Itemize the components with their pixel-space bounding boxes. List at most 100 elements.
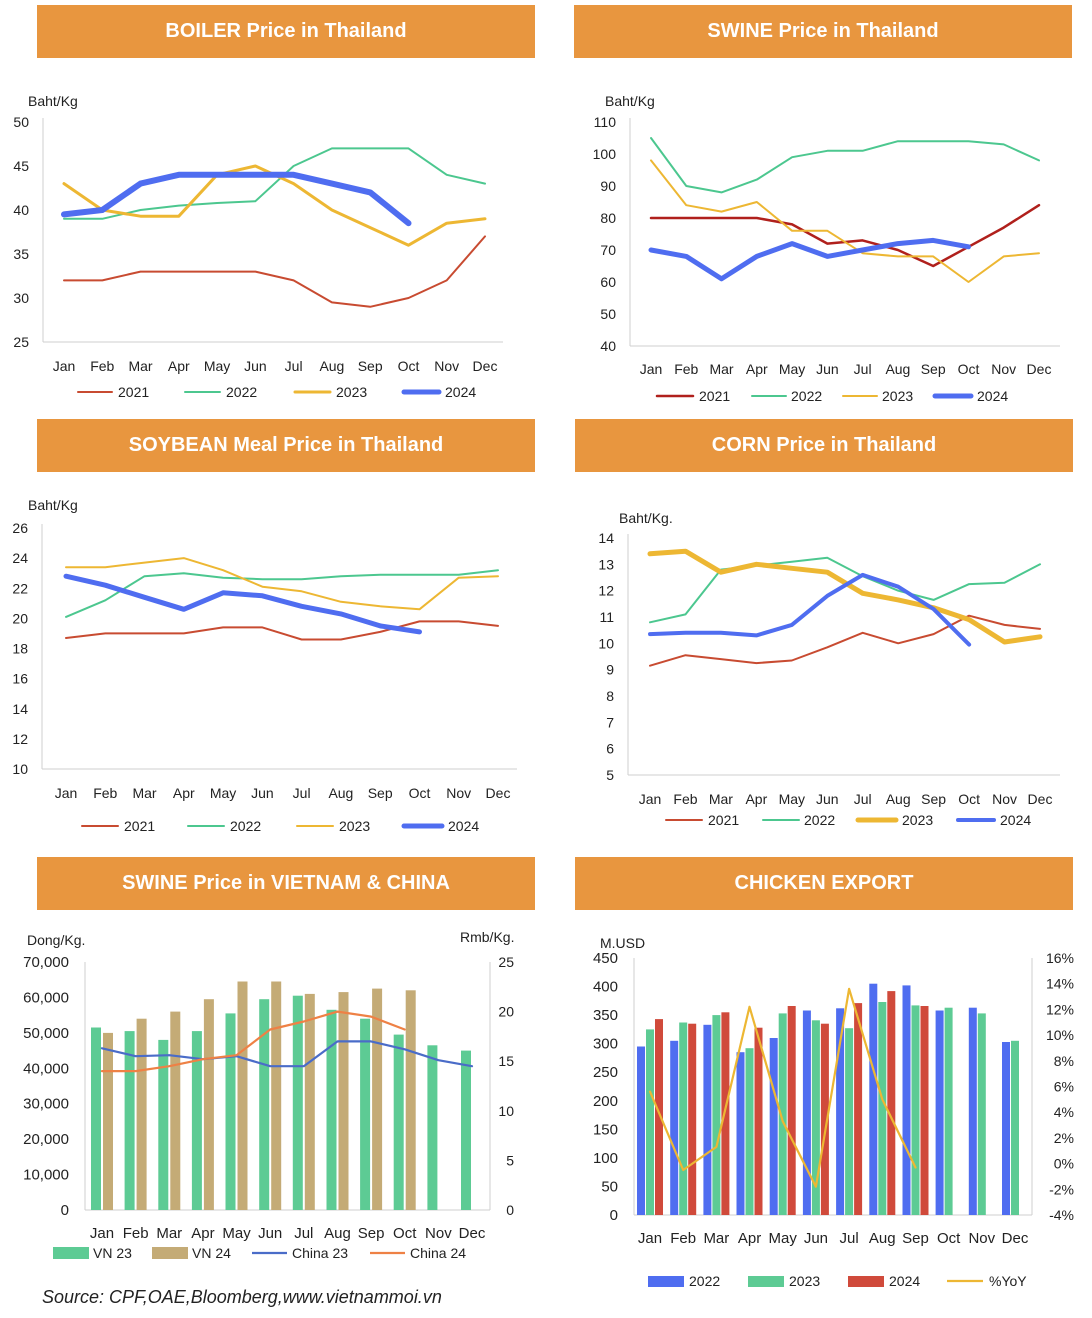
x-tick-label: Sep — [358, 1225, 385, 1242]
y-tick-label: 450 — [593, 950, 618, 967]
y2-tick-label: -4% — [1049, 1207, 1074, 1223]
x-tick-label: Jan — [639, 791, 662, 807]
bar-VN 24 — [237, 981, 248, 1210]
bar-2023 — [778, 1013, 787, 1215]
x-tick-label: Jun — [251, 785, 274, 801]
x-tick-label: Oct — [393, 1225, 417, 1242]
x-tick-label: Mar — [709, 791, 733, 807]
y-tick-label: 400 — [593, 979, 618, 996]
y-tick-label: 50 — [600, 306, 616, 322]
bar-2022 — [836, 1008, 845, 1215]
bar-VN 23 — [461, 1050, 471, 1210]
legend-swatch-2023 — [748, 1276, 784, 1287]
x-tick-label: Sep — [921, 791, 946, 807]
x-tick-label: Apr — [173, 785, 195, 801]
y-tick-label: 90 — [600, 178, 616, 194]
legend-label-China 23: China 23 — [292, 1245, 348, 1261]
x-tick-label: Nov — [446, 785, 471, 801]
series-line-2024 — [648, 237, 971, 282]
y-tick-label: 14 — [12, 701, 28, 717]
bar-2023 — [646, 1029, 654, 1215]
bar-VN 24 — [136, 1018, 147, 1210]
series-line-2024 — [648, 572, 972, 647]
bar-2024 — [655, 1019, 663, 1215]
y2-tick-label: 16% — [1046, 950, 1074, 966]
x-tick-label: Apr — [746, 361, 768, 377]
chicken-export-banner: CHICKEN EXPORT — [575, 857, 1073, 910]
bar-2022 — [968, 1007, 977, 1215]
legend-label-VN 24: VN 24 — [192, 1245, 231, 1261]
x-tick-label: Dec — [459, 1225, 486, 1242]
x-tick-label: Feb — [123, 1225, 149, 1242]
y-tick-label: 40,000 — [23, 1060, 69, 1077]
y-tick-label: 25 — [13, 334, 29, 350]
y-tick-label: 10,000 — [23, 1167, 69, 1184]
legend-label-2023: 2023 — [789, 1273, 820, 1289]
series-line-2023 — [65, 557, 499, 611]
y-axis-unit-label: Dong/Kg. — [27, 932, 85, 948]
x-tick-label: Jul — [854, 791, 872, 807]
bar-2024 — [820, 1023, 829, 1215]
y2-tick-label: 14% — [1046, 976, 1074, 992]
bar-2022 — [703, 1024, 712, 1215]
x-tick-label: Jan — [638, 1230, 662, 1247]
x-tick-label: Oct — [398, 358, 420, 374]
y-tick-label: 60 — [600, 274, 616, 290]
bar-VN 23 — [326, 1009, 337, 1210]
y-tick-label: 50 — [13, 114, 29, 130]
x-tick-label: Jun — [244, 358, 267, 374]
bar-2024 — [721, 1012, 730, 1215]
corn-banner: CORN Price in Thailand — [575, 419, 1073, 472]
bar-VN 23 — [191, 1031, 202, 1210]
boiler-banner: BOILER Price in Thailand — [37, 5, 535, 58]
x-tick-label: Aug — [328, 785, 353, 801]
bar-VN 24 — [372, 988, 383, 1210]
x-tick-label: Mar — [128, 358, 152, 374]
x-tick-label: Aug — [324, 1225, 351, 1242]
y2-tick-label: 20 — [498, 1004, 514, 1020]
y2-axis-unit-label: Rmb/Kg. — [460, 929, 514, 945]
y2-tick-label: 2% — [1054, 1130, 1074, 1146]
y-tick-label: 350 — [593, 1007, 618, 1024]
y-tick-label: 200 — [593, 1093, 618, 1110]
x-tick-label: Feb — [90, 358, 114, 374]
y-tick-label: 100 — [593, 146, 617, 162]
legend-label-2022: 2022 — [804, 812, 835, 828]
bar-2022 — [736, 1052, 745, 1215]
y2-tick-label: 6% — [1054, 1079, 1074, 1095]
x-tick-label: Jul — [294, 1225, 313, 1242]
x-tick-label: May — [210, 785, 236, 801]
x-tick-label: Mar — [156, 1225, 182, 1242]
y-axis-unit-label: M.USD — [600, 935, 645, 951]
bar-2024 — [787, 1006, 796, 1215]
bar-VN 24 — [203, 999, 214, 1210]
x-tick-label: Feb — [670, 1230, 696, 1247]
bar-2022 — [935, 1010, 944, 1215]
bar-2024 — [887, 991, 896, 1215]
x-tick-label: Aug — [319, 358, 344, 374]
series-line-2023 — [650, 159, 1040, 283]
legend-label-2023: 2023 — [336, 384, 367, 400]
bar-VN 24 — [170, 1011, 181, 1210]
y-tick-label: 26 — [12, 520, 28, 536]
x-tick-label: Apr — [738, 1230, 761, 1247]
y2-tick-label: 0% — [1054, 1156, 1074, 1172]
y-tick-label: 12 — [598, 583, 614, 599]
y-tick-label: 7 — [606, 714, 614, 730]
y-tick-label: 0 — [61, 1202, 69, 1219]
x-tick-label: Dec — [1028, 791, 1053, 807]
y-tick-label: 40 — [13, 202, 29, 218]
x-tick-label: Oct — [937, 1230, 961, 1247]
legend-swatch-VN 24 — [152, 1247, 188, 1259]
series-line-2021 — [649, 614, 1041, 667]
y-tick-label: 5 — [606, 767, 614, 783]
swine-thailand-banner: SWINE Price in Thailand — [574, 5, 1072, 58]
y-axis-unit-label: Baht/Kg — [28, 497, 78, 513]
y-tick-label: 110 — [594, 114, 617, 130]
bar-VN 24 — [304, 993, 315, 1210]
y-tick-label: 40 — [600, 338, 616, 354]
y-tick-label: 300 — [593, 1036, 618, 1053]
series-line-2024 — [61, 171, 412, 227]
series-line-2024 — [63, 573, 422, 635]
